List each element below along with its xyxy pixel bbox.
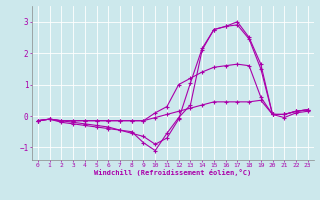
X-axis label: Windchill (Refroidissement éolien,°C): Windchill (Refroidissement éolien,°C) <box>94 169 252 176</box>
